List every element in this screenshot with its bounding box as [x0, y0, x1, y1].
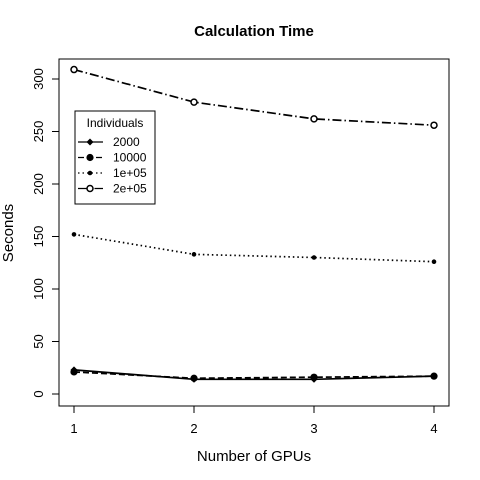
x-axis: 1 2 3 4	[70, 405, 438, 436]
y-tick-label: 150	[31, 226, 46, 248]
data-point	[311, 255, 317, 260]
data-point	[430, 121, 438, 129]
legend-label: 2000	[113, 135, 140, 149]
data-point	[430, 372, 438, 380]
legend-label: 1e+05	[113, 166, 147, 180]
series-line	[73, 233, 435, 263]
series-layer	[70, 65, 438, 383]
data-point	[310, 115, 318, 123]
legend-item: 1e+05	[78, 166, 147, 180]
legend-title: Individuals	[87, 116, 144, 130]
y-tick-label: 0	[31, 390, 46, 397]
y-tick-label: 250	[31, 121, 46, 143]
data-point	[310, 373, 318, 381]
x-axis-label: Number of GPUs	[197, 448, 311, 465]
data-point	[431, 259, 437, 265]
legend-item: 10000	[78, 151, 147, 165]
data-point	[190, 374, 198, 382]
data-point	[191, 252, 197, 257]
series-2e-05	[70, 65, 438, 129]
legend-item: 2e+05	[78, 182, 147, 196]
chart-title: Calculation Time	[194, 23, 314, 40]
series-line	[73, 369, 435, 381]
series-10000	[70, 368, 438, 382]
legend-swatch-marker	[86, 153, 94, 162]
legend-swatch-marker	[86, 184, 94, 193]
legend-swatch-marker	[86, 138, 94, 146]
series-line	[73, 371, 435, 380]
series-1e-05	[71, 232, 437, 265]
legend-label: 2e+05	[113, 182, 147, 196]
legend-item: 2000	[78, 135, 140, 149]
x-tick-label: 1	[70, 421, 77, 436]
y-tick-label: 100	[31, 278, 46, 300]
x-tick-label: 4	[430, 421, 437, 436]
data-point	[70, 65, 78, 74]
y-tick-label: 50	[31, 334, 46, 348]
x-tick-label: 2	[190, 421, 197, 436]
y-axis-label: Seconds	[0, 204, 17, 262]
y-tick-label: 200	[31, 173, 46, 195]
series-2000	[70, 366, 438, 383]
data-point	[190, 98, 198, 106]
legend-label: 10000	[113, 151, 147, 165]
y-tick-label: 300	[31, 68, 46, 90]
legend-swatch-marker	[87, 170, 93, 176]
data-point	[71, 232, 77, 237]
x-tick-label: 3	[310, 421, 317, 436]
data-point	[70, 368, 78, 376]
y-axis: 0 50 100 150 200 250 300	[31, 68, 60, 398]
series-line	[73, 68, 435, 127]
